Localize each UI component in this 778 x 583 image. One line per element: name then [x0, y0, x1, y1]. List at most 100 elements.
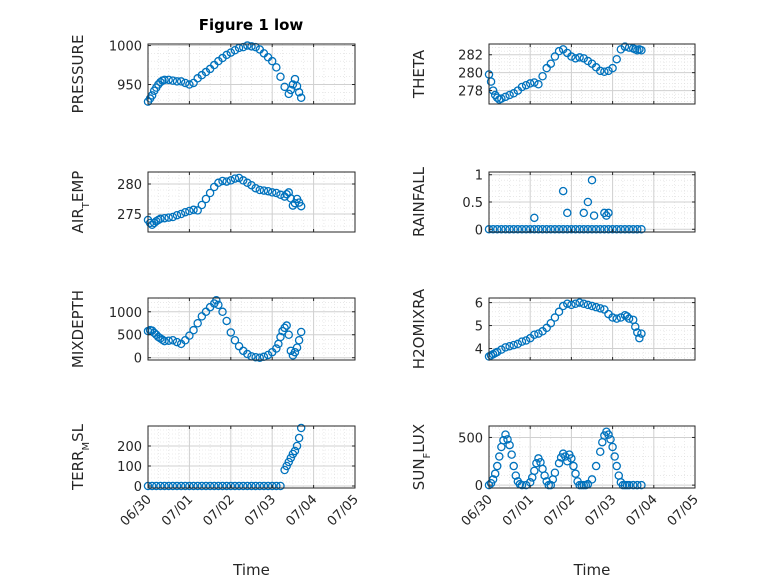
data-point — [501, 343, 510, 352]
data-point — [534, 329, 543, 338]
data-point — [501, 92, 510, 102]
data-point — [267, 56, 277, 66]
y-tick-label: 275 — [117, 208, 142, 223]
data-point — [517, 225, 527, 234]
data-point — [172, 337, 182, 347]
axes-frame — [147, 297, 356, 361]
data-point — [255, 353, 265, 362]
data-point — [255, 481, 265, 491]
data-point — [201, 481, 211, 491]
data-point — [608, 63, 617, 73]
data-point — [530, 78, 539, 87]
data-point — [247, 42, 256, 51]
data-point — [517, 480, 527, 490]
data-point — [156, 77, 165, 87]
data-series — [484, 298, 646, 361]
data-point — [534, 80, 543, 89]
data-point — [226, 328, 236, 337]
data-point — [567, 52, 576, 61]
x-tick-label: 07/03 — [242, 492, 279, 529]
y-axis-label: AIRTEMP — [69, 171, 92, 234]
subplot-pressure: 950 1000 PRESSURE — [69, 35, 356, 113]
data-point — [230, 174, 240, 183]
data-point — [238, 481, 248, 491]
data-point — [226, 48, 236, 57]
data-point — [624, 225, 634, 234]
data-point — [259, 186, 269, 195]
y-tick-label: 500 — [117, 329, 142, 344]
data-point — [505, 341, 514, 351]
data-point — [554, 458, 564, 468]
data-point — [612, 225, 621, 234]
data-point — [505, 440, 514, 450]
data-point — [612, 54, 621, 64]
data-point — [164, 481, 173, 491]
data-point — [152, 481, 161, 491]
data-point — [595, 447, 605, 457]
data-point — [193, 481, 202, 491]
data-point — [292, 343, 302, 352]
data-point — [230, 45, 240, 55]
data-point — [222, 481, 231, 491]
data-point — [567, 225, 576, 234]
data-point — [230, 481, 240, 491]
data-point — [550, 313, 560, 322]
data-point — [525, 79, 535, 88]
data-point — [209, 481, 219, 491]
data-point — [172, 77, 182, 86]
data-point — [571, 225, 580, 234]
data-point — [164, 336, 173, 345]
data-point — [600, 67, 609, 77]
data-point — [160, 75, 169, 85]
axes-frame — [147, 171, 356, 233]
data-point — [189, 325, 198, 335]
x-tick-label: 07/05 — [665, 492, 702, 529]
data-point — [550, 468, 560, 477]
y-tick-label: 0 — [134, 352, 142, 367]
data-point — [571, 469, 580, 478]
data-point — [546, 59, 556, 68]
y-axis-label: MIXDEPTH — [69, 290, 87, 368]
data-point — [538, 71, 547, 81]
data-point — [263, 481, 273, 491]
data-point — [185, 80, 194, 89]
data-point — [218, 176, 227, 186]
x-axis-label: Time — [232, 561, 270, 579]
data-point — [280, 465, 289, 475]
data-point — [620, 225, 630, 234]
data-point — [222, 50, 231, 60]
subplot-rainfall: 0 0.5 1 RAINFALL — [410, 166, 696, 238]
data-point — [197, 200, 207, 210]
data-point — [212, 296, 221, 305]
data-point — [569, 461, 578, 471]
data-point — [587, 225, 597, 234]
data-point — [234, 481, 244, 491]
y-axis-label: TERRMSL — [69, 423, 92, 491]
data-point — [567, 300, 576, 310]
data-point — [530, 466, 539, 476]
data-point — [189, 205, 198, 215]
data-point — [226, 176, 236, 185]
data-point — [571, 54, 580, 63]
subplot-sun-flux: 0 500 SUNFLUX 06/30 07/01 07/02 07/03 07/04 07/0… — [410, 424, 702, 579]
data-point — [492, 347, 502, 357]
data-point — [288, 80, 298, 89]
data-point — [579, 225, 589, 234]
data-point — [624, 314, 634, 323]
minor-grid — [147, 44, 356, 104]
data-point — [488, 475, 498, 484]
data-point — [525, 225, 535, 234]
data-point — [628, 480, 638, 490]
figure-title: Figure 1 low — [199, 16, 304, 34]
data-point — [571, 299, 580, 308]
data-point — [259, 481, 269, 491]
data-point — [505, 225, 514, 234]
data-point — [156, 214, 165, 224]
data-point — [189, 481, 198, 491]
data-point — [608, 313, 617, 322]
y-axis-label: RAINFALL — [410, 166, 428, 237]
data-point — [234, 173, 244, 183]
data-point — [499, 436, 508, 445]
data-point — [575, 298, 584, 307]
data-point — [272, 188, 281, 198]
